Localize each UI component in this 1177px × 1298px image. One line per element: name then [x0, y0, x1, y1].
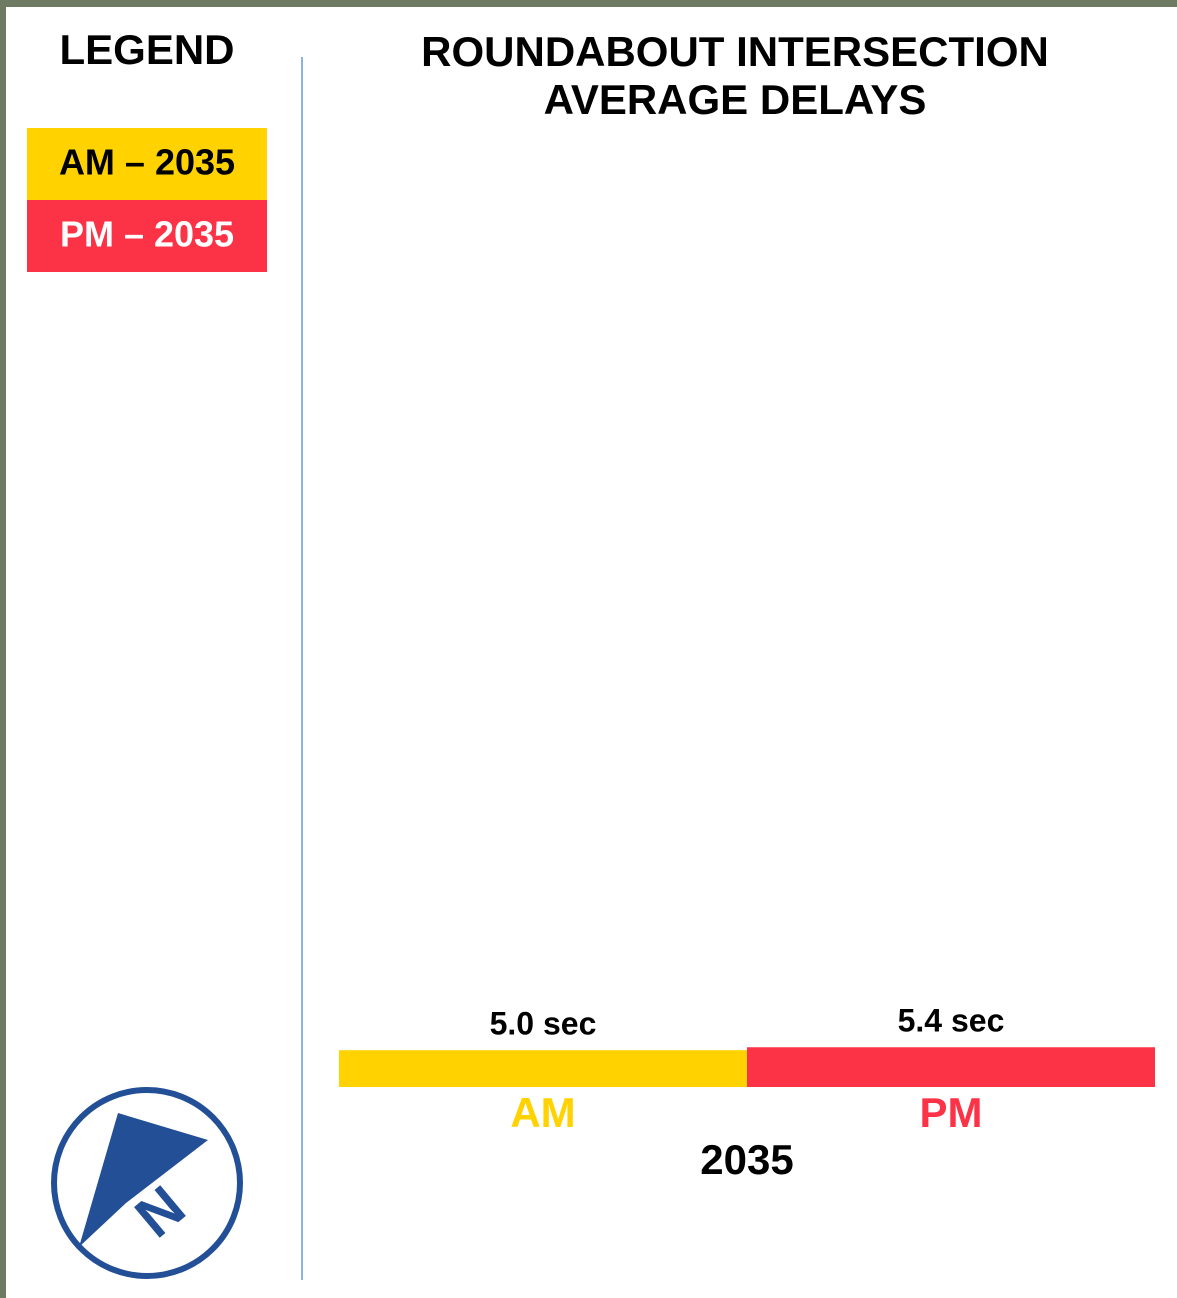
value-label: 5.4 sec: [898, 1003, 1005, 1039]
legend-swatch: [27, 200, 267, 272]
compass-arrow: [79, 1113, 208, 1247]
legend-title: LEGEND: [59, 26, 234, 73]
chart-title: ROUNDABOUT INTERSECTION AVERAGE DELAYS: [421, 28, 1049, 123]
x-tick-label: PM: [920, 1089, 983, 1136]
bar: [747, 1047, 1155, 1087]
x-tick-label: AM: [510, 1089, 575, 1136]
legend-swatch: [27, 128, 267, 200]
value-label: 5.0 sec: [490, 1006, 597, 1042]
legend-label: AM – 2035: [59, 142, 235, 183]
bar: [339, 1050, 747, 1087]
x-axis-label: 2035: [700, 1136, 793, 1183]
legend-label: PM – 2035: [60, 214, 234, 255]
compass: N: [51, 1087, 243, 1279]
